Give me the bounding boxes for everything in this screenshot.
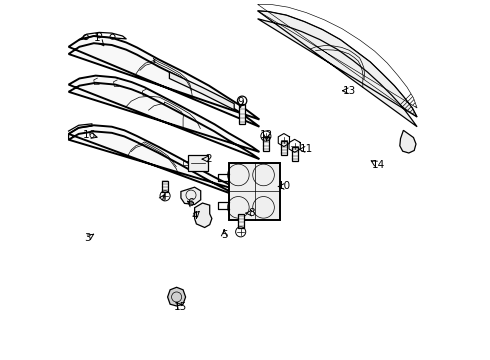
Bar: [281, 141, 287, 155]
Polygon shape: [69, 36, 259, 127]
Text: 11: 11: [299, 144, 313, 154]
Text: 14: 14: [371, 160, 385, 170]
Text: 15: 15: [173, 302, 187, 312]
Bar: [292, 147, 297, 161]
Text: 12: 12: [260, 130, 273, 140]
Polygon shape: [258, 11, 417, 127]
Text: 7: 7: [160, 192, 166, 202]
Polygon shape: [195, 203, 212, 228]
Bar: [263, 137, 269, 151]
Text: 4: 4: [191, 211, 198, 221]
Text: 5: 5: [221, 230, 227, 240]
Text: 16: 16: [83, 130, 96, 140]
Bar: [239, 104, 245, 124]
FancyBboxPatch shape: [188, 155, 208, 171]
Text: 10: 10: [277, 181, 291, 192]
Text: 1: 1: [94, 33, 100, 43]
Polygon shape: [400, 130, 416, 153]
Polygon shape: [181, 187, 201, 204]
Polygon shape: [69, 125, 238, 196]
Text: 8: 8: [248, 208, 255, 218]
Text: 9: 9: [237, 96, 244, 107]
Text: 6: 6: [187, 198, 194, 208]
Text: 13: 13: [343, 86, 356, 96]
Polygon shape: [69, 76, 259, 159]
Text: 3: 3: [84, 233, 91, 243]
FancyBboxPatch shape: [229, 163, 280, 220]
Bar: [162, 181, 168, 192]
Bar: [238, 214, 244, 228]
Text: 2: 2: [206, 154, 212, 164]
Polygon shape: [170, 72, 234, 110]
Polygon shape: [168, 287, 186, 306]
